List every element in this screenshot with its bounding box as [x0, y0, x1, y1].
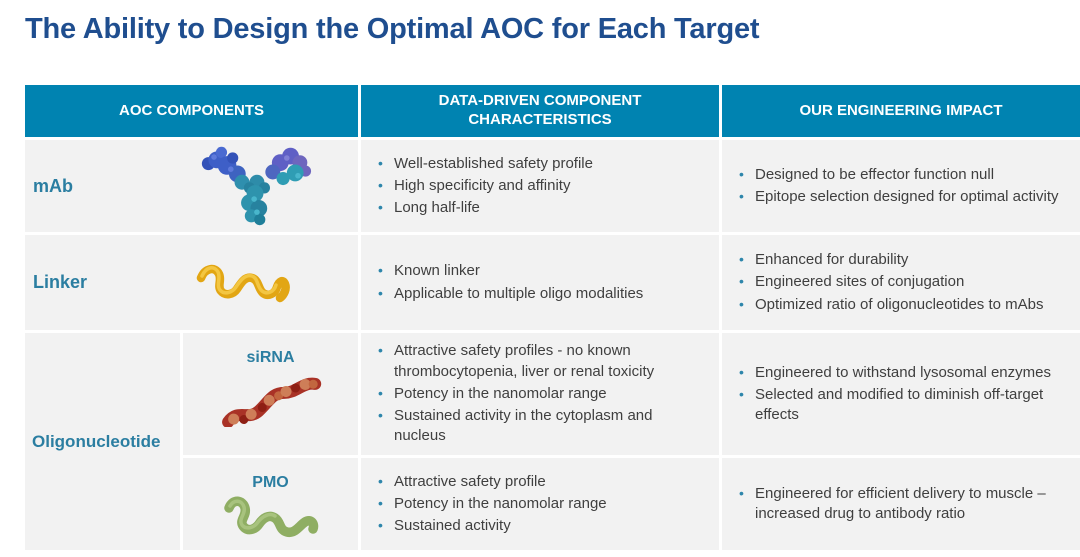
bullet-list: Engineered to withstand lysosomal enzyme…	[736, 361, 1064, 428]
oligonucleotide-section: Oligonucleotide siRNA	[25, 333, 1080, 550]
characteristics-cell-sirna: Attractive safety profiles - no known th…	[361, 333, 719, 455]
header-label: DATA-DRIVEN COMPONENT CHARACTERISTICS	[438, 92, 642, 128]
bullet-item: Potency in the nanomolar range	[375, 494, 703, 514]
antibody-molecule-icon	[201, 146, 312, 226]
component-cell-mab: mAb	[25, 140, 358, 232]
bullet-item: Well-established safety profile	[375, 154, 703, 174]
header-label: OUR ENGINEERING IMPACT	[799, 101, 1003, 119]
column-header-characteristics: DATA-DRIVEN COMPONENT CHARACTERISTICS	[361, 85, 719, 137]
subcomponent-cell-sirna: siRNA	[183, 333, 358, 455]
aoc-table: AOC COMPONENTS DATA-DRIVEN COMPONENT CHA…	[25, 85, 1080, 550]
bullet-item: Known linker	[375, 261, 703, 281]
bullet-list: Well-established safety profileHigh spec…	[375, 152, 703, 221]
component-cell-oligonucleotide: Oligonucleotide	[25, 333, 180, 550]
column-header-engineering-impact: OUR ENGINEERING IMPACT	[722, 85, 1080, 137]
bullet-item: Long half-life	[375, 198, 703, 218]
bullet-item: Engineered to withstand lysosomal enzyme…	[736, 363, 1064, 383]
subcomponent-label-pmo: PMO	[252, 474, 289, 491]
bullet-item: Optimized ratio of oligonucleotides to m…	[736, 295, 1064, 315]
subcomponent-label-sirna: siRNA	[246, 349, 295, 366]
pmo-molecule-icon	[223, 496, 318, 538]
linker-molecule-icon	[196, 264, 290, 303]
bullet-item: Epitope selection designed for optimal a…	[736, 187, 1064, 207]
component-label-oligonucleotide: Oligonucleotide	[32, 431, 161, 451]
bullet-item: Selected and modified to diminish off-ta…	[736, 385, 1064, 426]
bullet-item: Engineered for efficient delivery to mus…	[736, 484, 1064, 525]
impact-cell-mab: Designed to be effector function nullEpi…	[722, 140, 1080, 232]
bullet-list: Attractive safety profilePotency in the …	[375, 470, 703, 539]
bullet-item: Attractive safety profile	[375, 472, 703, 492]
bullet-list: Known linker Applicable to multiple oligo…	[375, 259, 703, 306]
bullet-item: High specificity and affinity	[375, 176, 703, 196]
table-row-mab: mAb	[25, 140, 1080, 232]
bullet-item: Sustained activity	[375, 516, 703, 536]
subcomponent-cell-pmo: PMO	[183, 458, 358, 550]
header-label: AOC COMPONENTS	[118, 101, 264, 119]
bullet-list: Enhanced for durabilityEngineered sites …	[736, 248, 1064, 317]
bullet-item: Engineered sites of conjugation	[736, 272, 1064, 292]
bullet-item: Attractive safety profiles - no known th…	[375, 341, 703, 382]
page-title: The Ability to Design the Optimal AOC fo…	[25, 13, 760, 45]
bullet-item: Applicable to multiple oligo modalities	[375, 284, 703, 304]
table-row-sirna: siRNA	[183, 333, 1080, 455]
component-cell-linker: Linker	[25, 235, 358, 330]
impact-cell-sirna: Engineered to withstand lysosomal enzyme…	[722, 333, 1080, 455]
component-label-mab: mAb	[33, 175, 73, 196]
characteristics-cell-linker: Known linker Applicable to multiple oligo…	[361, 235, 719, 330]
impact-cell-pmo: Engineered for efficient delivery to mus…	[722, 458, 1080, 550]
bullet-item: Designed to be effector function null	[736, 165, 1064, 185]
bullet-item: Potency in the nanomolar range	[375, 384, 703, 404]
impact-cell-linker: Enhanced for durabilityEngineered sites …	[722, 235, 1080, 330]
table-row-linker: Linker Known linker Applicable to multipl…	[25, 235, 1080, 330]
sirna-molecule-icon	[221, 377, 321, 427]
table-header-row: AOC COMPONENTS DATA-DRIVEN COMPONENT CHA…	[25, 85, 1080, 137]
bullet-list: Designed to be effector function nullEpi…	[736, 163, 1064, 210]
bullet-list: Attractive safety profiles - no known th…	[375, 339, 703, 448]
bullet-list: Engineered for efficient delivery to mus…	[736, 482, 1064, 527]
table-row-pmo: PMO Attractive safety profilePotency in …	[183, 458, 1080, 550]
bullet-item: Sustained activity in the cytoplasm and …	[375, 406, 703, 447]
oligonucleotide-subrows: siRNA	[183, 333, 1080, 550]
component-label-linker: Linker	[33, 272, 88, 292]
characteristics-cell-pmo: Attractive safety profilePotency in the …	[361, 458, 719, 550]
bullet-item: Enhanced for durability	[736, 250, 1064, 270]
column-header-aoc-components: AOC COMPONENTS	[25, 85, 358, 137]
characteristics-cell-mab: Well-established safety profileHigh spec…	[361, 140, 719, 232]
